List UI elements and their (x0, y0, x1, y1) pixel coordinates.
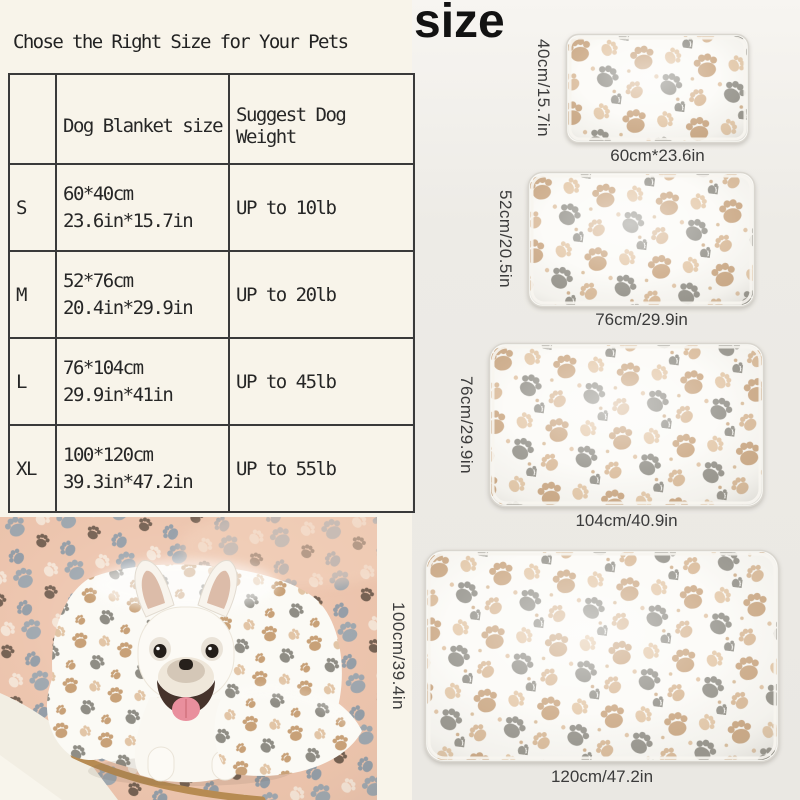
blanket-s-image (565, 33, 750, 144)
blanket-m-width-label: 76cm/29.9in (595, 310, 688, 329)
size-heading: size (414, 0, 505, 48)
blanket-s-width-label: 60cm*23.6in (610, 146, 705, 165)
dog-leg (147, 746, 175, 782)
table-header-row: Dog Blanket size Suggest Dog Weight (8, 73, 415, 165)
header-empty-cell (8, 73, 57, 165)
header-blanket-size: Dog Blanket size (55, 73, 230, 165)
blanket-s-height-label: 40cm/15.7in (534, 39, 553, 138)
dog-eye (205, 644, 219, 658)
size-letter: XL (8, 424, 57, 513)
size-letter: S (8, 163, 57, 252)
blanket-m-height-label: 52cm/20.5in (496, 190, 515, 289)
page-title: Chose the Right Size for Your Pets (13, 31, 349, 53)
blanket-l-height-label: 76cm/29.9in (457, 375, 476, 475)
blanket-xl-height-label: 100cm/39.4in (389, 601, 408, 711)
blanket-dims: 76*104cm 29.9in*41in (55, 337, 230, 426)
blanket-dims: 60*40cm 23.6in*15.7in (55, 163, 230, 252)
blanket-xl-width-label: 120cm/47.2in (550, 767, 654, 786)
blanket-l-image (488, 342, 765, 508)
blanket-l-width-label: 104cm/40.9in (575, 511, 678, 530)
dog-nose (179, 659, 193, 670)
weight-cell: UP to 10lb (228, 163, 415, 252)
dog-ear-left (134, 560, 175, 618)
dims-cm: 52*76cm (63, 269, 134, 292)
weight-cell: UP to 45lb (228, 337, 415, 426)
weight-cell: UP to 55lb (228, 424, 415, 513)
couch (0, 693, 118, 800)
table-row-l: L 76*104cm 29.9in*41in UP to 45lb (8, 337, 415, 426)
blanket-xl-image (424, 549, 780, 763)
size-letter: L (8, 337, 57, 426)
dims-cm: 100*120cm (63, 443, 154, 466)
table-row-s: S 60*40cm 23.6in*15.7in UP to 10lb (8, 163, 415, 252)
blanket-trim (70, 751, 266, 800)
header-dog-weight: Suggest Dog Weight (228, 73, 415, 165)
dims-in: 23.6in*15.7in (63, 209, 194, 232)
dims-in: 20.4in*29.9in (63, 296, 194, 319)
table-row-xl: XL 100*120cm 39.3in*47.2in UP to 55lb (8, 424, 415, 513)
dog-eye (153, 644, 167, 658)
dog-ear-right (197, 560, 238, 618)
dims-cm: 60*40cm (63, 182, 134, 205)
dog-illustration (0, 517, 377, 800)
dog-photo (0, 517, 377, 800)
table-row-m: M 52*76cm 20.4in*29.9in UP to 20lb (8, 250, 415, 339)
size-table: Dog Blanket size Suggest Dog Weight S 60… (8, 73, 415, 513)
size-letter: M (8, 250, 57, 339)
dims-in: 39.3in*47.2in (63, 470, 194, 493)
weight-cell: UP to 20lb (228, 250, 415, 339)
blanket-m-image (527, 171, 756, 308)
blanket-dims: 52*76cm 20.4in*29.9in (55, 250, 230, 339)
dog-mouth (157, 680, 215, 714)
dog (134, 560, 239, 783)
blanket-dims: 100*120cm 39.3in*47.2in (55, 424, 230, 513)
dims-cm: 76*104cm (63, 356, 144, 379)
dims-in: 29.9in*41in (63, 383, 174, 406)
